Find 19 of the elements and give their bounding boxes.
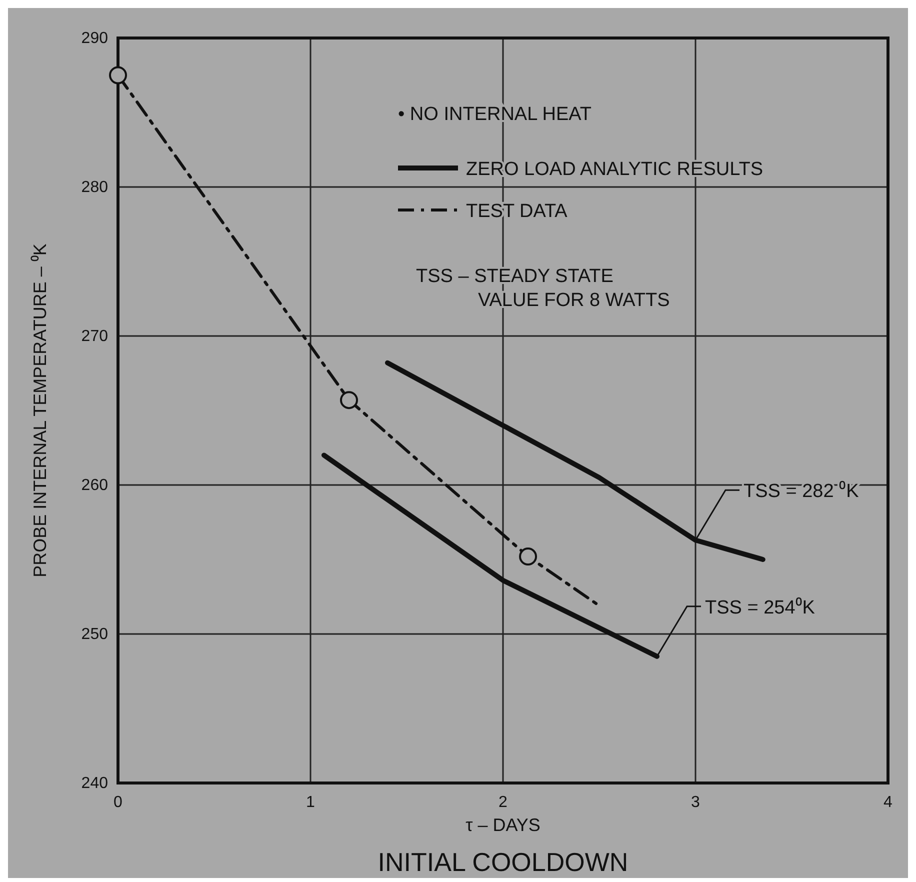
y-tick-label: 290: [81, 30, 108, 47]
y-tick-label: 250: [81, 626, 108, 643]
y-tick-label: 280: [81, 179, 108, 196]
y-tick-label: 270: [81, 328, 108, 345]
text: INITIAL COOLDOWN: [378, 847, 628, 877]
point: [109, 66, 127, 84]
y-tick-label: 240: [81, 775, 108, 792]
x-tick-label: 3: [691, 794, 700, 811]
y-tick-label: 260: [81, 477, 108, 494]
x-axis-title: τ – DAYS: [466, 815, 540, 835]
x-tick-label: 2: [498, 794, 508, 811]
x-tick-label: 0: [114, 794, 123, 811]
x-tick-label: 1: [306, 794, 316, 811]
point: [340, 391, 358, 410]
y-axis-title: PROBE INTERNAL TEMPERATURE – ⁰K: [30, 244, 50, 578]
annotation: TSS = 282 ⁰K: [744, 480, 860, 502]
x-tick-label: 4: [884, 794, 893, 811]
point: [519, 548, 538, 566]
annotation: TSS = 254⁰K: [705, 596, 816, 618]
